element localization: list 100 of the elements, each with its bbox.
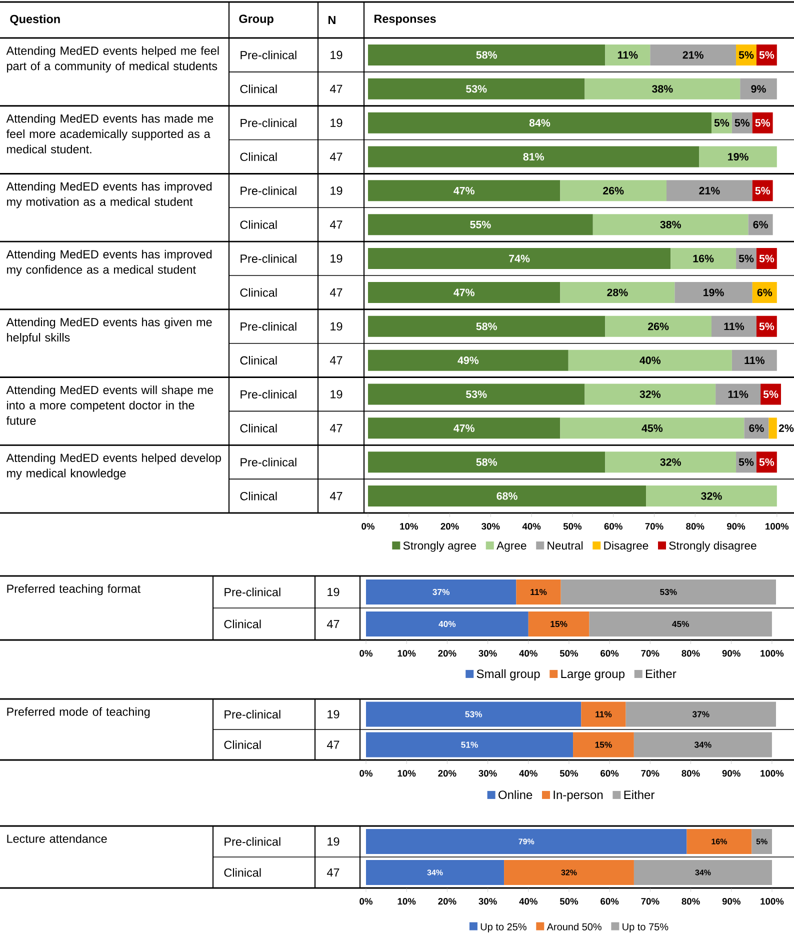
x-tick-label: 60% <box>600 650 619 657</box>
text: Attending MedED events helped me feel part of a community of medical students <box>6 46 219 73</box>
data-label: 49% <box>458 356 479 364</box>
text: Group <box>239 14 274 26</box>
data-label: 5% <box>738 254 754 262</box>
x-tick-label: 30% <box>478 770 497 777</box>
y-tick-label: Pre-clinical <box>240 186 296 195</box>
data-label: 45% <box>642 424 663 432</box>
bar <box>368 384 585 405</box>
data-label: 38% <box>652 85 673 93</box>
data-label: 68% <box>496 492 518 500</box>
y-tick-label: Pre-clinical <box>224 710 280 719</box>
y-tick-label: Pre-clinical <box>240 118 296 128</box>
text: Question <box>10 14 60 26</box>
data-label: 5% <box>759 51 774 59</box>
text: 47 <box>330 424 342 432</box>
text: Preferred teaching format <box>7 584 141 596</box>
x-tick-label: 40% <box>519 898 538 905</box>
data-label: 11% <box>728 390 748 398</box>
bar <box>368 316 606 337</box>
text: 19 <box>328 837 340 846</box>
legend-label: Neutral <box>548 541 583 550</box>
text: 47 <box>330 356 342 364</box>
bar <box>528 611 590 636</box>
x-tick-label: 50% <box>560 770 578 777</box>
x-tick-label: 0% <box>362 523 374 530</box>
x-tick-label: 70% <box>641 770 660 777</box>
x-tick-label: 20% <box>440 523 459 530</box>
x-tick-label: 100% <box>760 898 784 905</box>
legend-label: Agree <box>496 542 526 552</box>
y-tick-label: Pre-clinical <box>240 390 296 399</box>
data-label: 47% <box>454 424 474 432</box>
bar <box>740 78 777 100</box>
data-label: 32% <box>561 870 577 876</box>
bar <box>634 732 772 758</box>
bar <box>368 78 585 100</box>
data-label: 32% <box>660 458 681 466</box>
y-tick-label: Clinical <box>240 84 277 94</box>
bar <box>573 732 634 758</box>
data-label: 74% <box>509 254 530 262</box>
bar <box>605 44 650 66</box>
text: Attending MedED events helped develop my medical knowledge <box>6 453 221 480</box>
y-tick-label: Clinical <box>224 868 261 877</box>
text: 19 <box>330 186 342 195</box>
legend-label: Strongly disagree <box>669 541 756 552</box>
x-tick-label: 90% <box>726 523 746 530</box>
legend-label: Disagree <box>604 541 648 552</box>
data-label: 5% <box>759 458 774 466</box>
legend-label: Up to 25% <box>480 923 526 932</box>
bar <box>744 418 769 439</box>
x-tick-label: 30% <box>478 650 497 657</box>
data-label: 5% <box>738 51 754 59</box>
data-label: 16% <box>693 254 714 262</box>
data-label: 79% <box>518 838 534 844</box>
data-label: 15% <box>595 742 612 748</box>
data-label: 6% <box>753 220 768 228</box>
bar <box>560 579 776 604</box>
bar <box>646 486 777 507</box>
x-tick-label: 70% <box>645 523 664 530</box>
x-tick-label: 50% <box>563 523 582 530</box>
data-label: 15% <box>550 620 568 628</box>
data-label: 21% <box>699 186 720 194</box>
x-tick-label: 60% <box>604 523 622 530</box>
bar <box>366 611 528 636</box>
data-label: 40% <box>438 620 456 628</box>
legend-label: In-person <box>554 790 603 802</box>
bar <box>699 146 777 168</box>
bar <box>589 611 772 636</box>
data-label: 16% <box>712 838 728 844</box>
bar <box>752 828 772 854</box>
data-label: 5% <box>755 186 770 194</box>
text: Responses <box>374 14 436 26</box>
bar <box>752 282 777 303</box>
text: 47 <box>330 152 342 161</box>
bar <box>592 214 748 236</box>
y-tick-label: Clinical <box>240 220 277 229</box>
x-tick-label: 30% <box>478 898 497 905</box>
data-label: 19% <box>728 152 748 161</box>
bar <box>605 316 712 337</box>
data-label: 11% <box>596 711 612 718</box>
data-label: 32% <box>640 390 661 398</box>
x-tick-label: 90% <box>722 650 740 657</box>
x-tick-label: 80% <box>682 770 700 777</box>
text: Attending MedED events will shape me into a more competent doctor in the future <box>6 386 214 425</box>
text: 47 <box>326 620 340 628</box>
data-label: 34% <box>695 870 711 876</box>
bar <box>732 350 777 371</box>
text: 47 <box>326 868 340 877</box>
data-label: 37% <box>432 588 450 596</box>
x-tick-label: 80% <box>682 898 700 905</box>
data-label: 5% <box>755 119 770 127</box>
bar <box>368 418 560 439</box>
data-label: 53% <box>466 85 487 93</box>
data-label: 38% <box>660 220 681 228</box>
bar <box>366 702 582 727</box>
x-tick-label: 10% <box>398 898 416 905</box>
text: 19 <box>330 390 342 398</box>
data-label: 53% <box>466 390 487 398</box>
bar <box>716 384 761 405</box>
bar <box>368 282 560 303</box>
